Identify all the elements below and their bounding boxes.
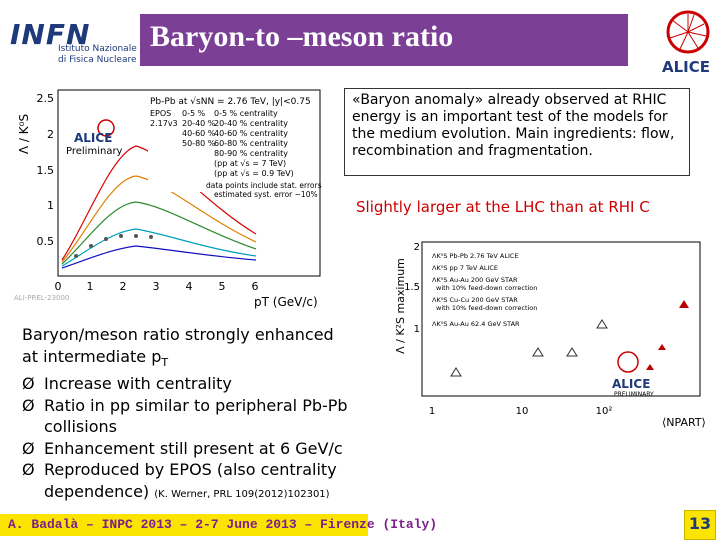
left-xtick: 4 xyxy=(186,280,193,293)
infn-logo: INFN xyxy=(10,18,91,51)
page-number: 13 xyxy=(688,514,712,533)
left-plot-id: ALI-PREL-23000 xyxy=(14,294,69,302)
left-note-2: estimated syst. error ~10% xyxy=(214,190,318,199)
note-box xyxy=(344,88,690,176)
epos-item: 40-60 % xyxy=(182,129,216,138)
reference: (K. Werner, PRL 109(2012)102301) xyxy=(154,488,330,500)
bullet-item: Ø Ratio in pp similar to peripheral Pb-Pb… xyxy=(22,395,348,437)
left-xtick: 3 xyxy=(153,280,160,293)
right-ytick: 1.5 xyxy=(404,282,420,293)
bullet-item: Ø Enhancement still present at 6 GeV/c xyxy=(22,438,343,458)
epos-item: 20-40 % xyxy=(182,119,216,128)
left-legend-item: 40-60 % centrality xyxy=(214,129,288,138)
right-legend-item: with 10% feed-down correction xyxy=(436,304,537,312)
left-xtick: 6 xyxy=(252,280,259,293)
right-xtick: 10² xyxy=(596,406,613,417)
right-xtick: 10 xyxy=(516,406,529,417)
left-plot: Λ / K⁰S 0.5 1 1.5 2 2.5 0 1 2 3 4 5 6 pT… xyxy=(6,84,336,312)
bullet-intro-1: Baryon/meson ratio strongly enhanced xyxy=(22,325,334,344)
right-legend-item: ΛK⁰S Pb-Pb 2.76 TeV ALICE xyxy=(432,252,519,260)
title-bar xyxy=(140,14,628,66)
right-plot: Λ / K²S maximum 1 1.5 2 1 10 10² ⟨NPART⟩… xyxy=(392,236,716,432)
highlight-text: Slightly larger at the LHC than at RHI C xyxy=(356,198,650,216)
right-plot-ylabel: Λ / K²S maximum xyxy=(394,258,407,354)
right-ytick: 1 xyxy=(414,324,420,335)
bullet-intro-2: at intermediate pT xyxy=(22,346,169,369)
note-text: «Baryon anomaly» already observed at RHI… xyxy=(352,92,675,159)
left-badge: ALICE xyxy=(74,131,112,145)
left-note-1: data points include stat. errors xyxy=(206,181,322,190)
alice-logo-icon xyxy=(666,10,710,54)
left-legend-title: Pb-Pb at √sNN = 2.76 TeV, |y|<0.75 xyxy=(150,96,311,107)
right-plot-frame xyxy=(421,241,701,397)
left-badge-sub: Preliminary xyxy=(66,146,123,157)
infn-subtitle-1: Istituto Nazionale xyxy=(58,44,137,54)
right-legend-item: ΛK⁰S Au-Au 200 GeV STAR xyxy=(432,276,518,284)
arrow-bullet-icon: Ø xyxy=(22,438,35,458)
left-plot-ylabel: Λ / K⁰S xyxy=(17,114,31,154)
arrow-bullet-icon: Ø xyxy=(22,374,35,394)
left-legend-item: (pp at √s = 7 TeV) xyxy=(214,159,286,168)
left-xtick: 5 xyxy=(219,280,226,293)
left-ytick: 0.5 xyxy=(37,235,55,248)
left-xtick: 1 xyxy=(87,280,94,293)
right-legend-item: ΛK⁰S Au-Au 62.4 GeV STAR xyxy=(432,320,520,328)
right-legend-item: ΛK⁰S Cu-Cu 200 GeV STAR xyxy=(432,296,518,304)
right-badge: ALICE xyxy=(612,377,650,391)
left-legend-item: 0-5 % centrality xyxy=(214,109,278,118)
left-ytick: 2 xyxy=(47,128,54,141)
epos-item: 50-80 % xyxy=(182,139,216,148)
left-legend-item: 60-80 % centrality xyxy=(214,139,288,148)
footer-bar xyxy=(0,514,368,536)
bullet-item: Ø Increase with centrality xyxy=(22,374,232,394)
left-xtick: 2 xyxy=(120,280,127,293)
bullet-list: Baryon/meson ratio strongly enhanced at … xyxy=(22,324,372,502)
page-title: Baryon-to –meson ratio xyxy=(150,20,454,53)
right-legend-item: with 10% feed-down correction xyxy=(436,284,537,292)
left-legend-item: (pp at √s = 0.9 TeV) xyxy=(214,169,294,178)
left-legend-item: 80-90 % centrality xyxy=(214,149,288,158)
left-ytick: 1 xyxy=(47,199,54,212)
arrow-bullet-icon: Ø xyxy=(22,395,35,415)
right-plot-xlabel: ⟨NPART⟩ xyxy=(662,416,706,429)
left-xtick: 0 xyxy=(55,280,62,293)
footer-text: A. Badalà – INPC 2013 – 2-7 June 2013 – … xyxy=(8,517,438,532)
right-xtick: 1 xyxy=(429,406,435,417)
alice-wordmark: ALICE xyxy=(662,58,711,76)
infn-subtitle-2: di Fisica Nucleare xyxy=(58,55,137,65)
right-legend-item: ΛK⁰S pp 7 TeV ALICE xyxy=(432,264,498,272)
arrow-bullet-icon: Ø xyxy=(22,460,35,480)
right-badge-sub: PRELIMINARY xyxy=(614,391,654,398)
left-plot-xlabel: pT (GeV/c) xyxy=(254,295,318,309)
epos-label: EPOS xyxy=(150,109,171,118)
bullet-item: Ø Reproduced by EPOS (also centrality dep… xyxy=(22,460,337,501)
left-ytick: 2.5 xyxy=(37,92,55,105)
left-ytick: 1.5 xyxy=(37,164,55,177)
left-legend-item: 20-40 % centrality xyxy=(214,119,288,128)
page-number-box xyxy=(684,510,716,540)
left-plot-frame xyxy=(57,89,321,277)
epos-item: 0-5 % xyxy=(182,109,206,118)
right-ytick: 2 xyxy=(414,242,420,253)
epos-version: 2.17v3 xyxy=(150,119,178,128)
